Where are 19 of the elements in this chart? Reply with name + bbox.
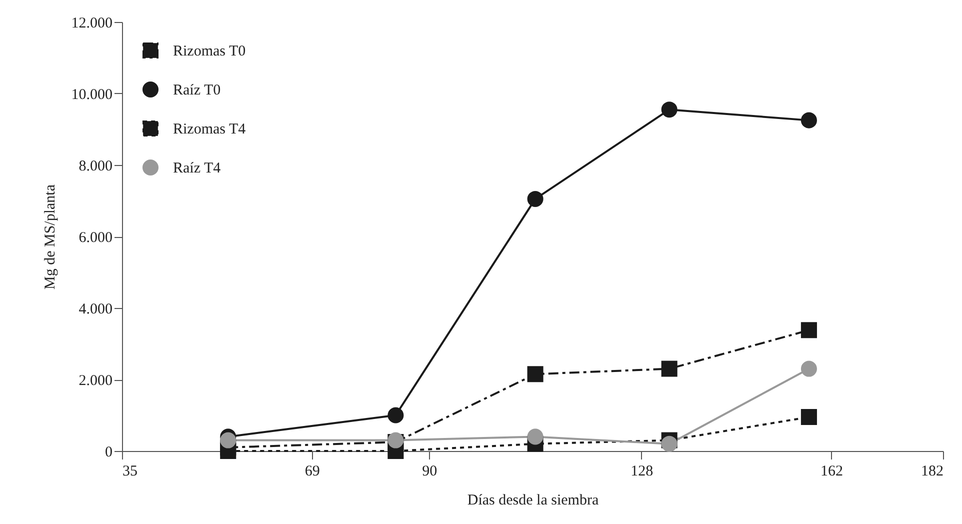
y-tick-label: 8.000 bbox=[78, 158, 112, 174]
legend-label: Rizomas T4 bbox=[173, 122, 246, 138]
y-axis-title: Mg de MS/planta bbox=[42, 184, 58, 290]
x-tick-label: 182 bbox=[921, 464, 944, 480]
y-tick-label: 4.000 bbox=[78, 302, 112, 318]
x-tick-label: 35 bbox=[122, 464, 138, 480]
x-tick-label: 69 bbox=[304, 464, 320, 480]
legend-label: Raíz T4 bbox=[173, 160, 222, 176]
y-tick-label: 6.000 bbox=[78, 230, 112, 246]
y-tick-label: 2.000 bbox=[78, 373, 112, 389]
legend-label: Rizomas T0 bbox=[173, 44, 246, 60]
x-tick-label: 128 bbox=[630, 464, 654, 480]
legend-label: Raíz T0 bbox=[173, 82, 221, 98]
y-tick-label: 0 bbox=[105, 444, 112, 460]
x-tick-label: 162 bbox=[820, 464, 844, 480]
x-axis-title: Días desde la siembra bbox=[467, 492, 599, 508]
y-tick-label: 10.000 bbox=[71, 87, 112, 103]
x-tick-label: 90 bbox=[422, 464, 438, 480]
y-tick-label: 12.000 bbox=[71, 16, 112, 32]
